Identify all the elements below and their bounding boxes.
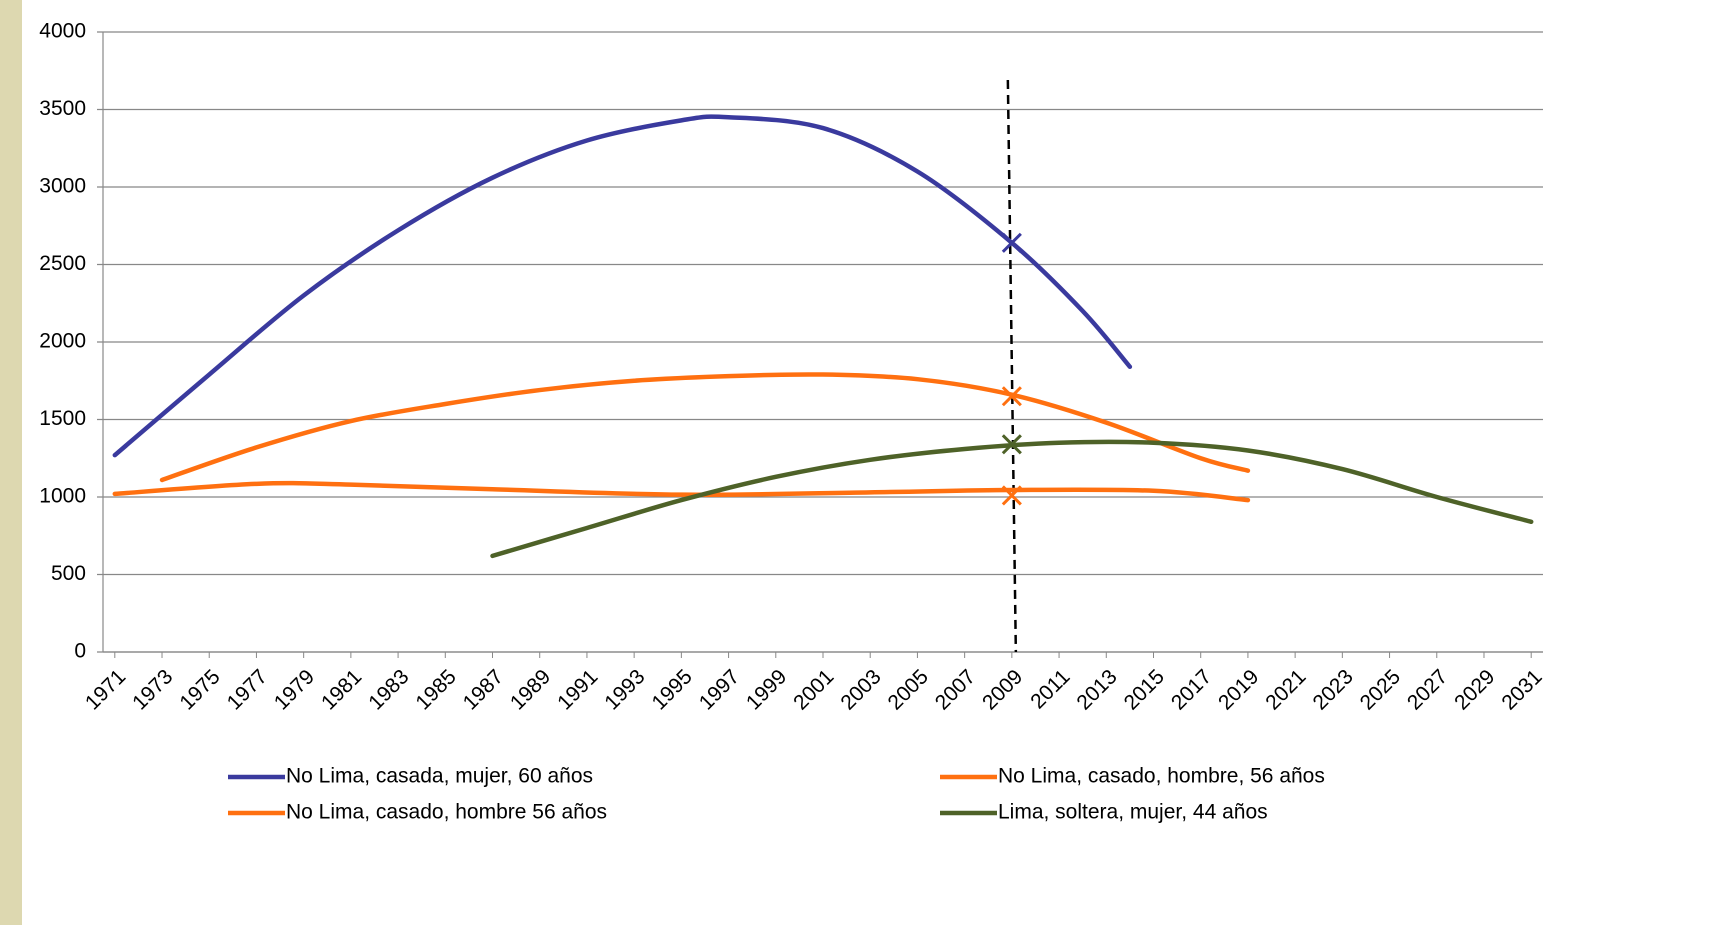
x-tick-label: 1973 bbox=[128, 665, 177, 714]
x-tick-label: 2019 bbox=[1214, 665, 1263, 714]
series-line bbox=[490, 439, 1534, 559]
legend-label: No Lima, casado, hombre, 56 años bbox=[998, 765, 1325, 788]
x-tick-label: 2027 bbox=[1403, 665, 1452, 714]
y-tick-label: 500 bbox=[51, 562, 86, 585]
legend-label: No Lima, casada, mujer, 60 años bbox=[286, 765, 593, 788]
y-tick-label: 1500 bbox=[39, 407, 86, 430]
x-tick-label: 1999 bbox=[742, 665, 791, 714]
x-tick-label: 1977 bbox=[223, 665, 272, 714]
side-strip bbox=[0, 0, 22, 925]
x-tick-label: 1993 bbox=[600, 665, 649, 714]
series-line bbox=[112, 114, 1133, 458]
x-tick-label: 1995 bbox=[648, 665, 697, 714]
x-tick-label: 2015 bbox=[1120, 665, 1169, 714]
x-tick-label: 1985 bbox=[411, 665, 460, 714]
x-tick-label: 1975 bbox=[175, 665, 224, 714]
x-tick-label: 2003 bbox=[836, 665, 885, 714]
series-line bbox=[159, 372, 1251, 483]
x-tick-label: 1979 bbox=[270, 665, 319, 714]
x-tick-label: 2031 bbox=[1497, 665, 1546, 714]
point-marker bbox=[1001, 485, 1022, 506]
x-tick-label: 2023 bbox=[1309, 665, 1358, 714]
x-tick-label: 2001 bbox=[789, 665, 838, 714]
x-tick-label: 1989 bbox=[506, 665, 555, 714]
y-tick-label: 0 bbox=[74, 640, 86, 663]
x-tick-label: 1997 bbox=[695, 665, 744, 714]
reference-line bbox=[1006, 79, 1018, 653]
x-tick-label: 1991 bbox=[553, 665, 602, 714]
y-tick-label: 4000 bbox=[39, 20, 86, 43]
y-tick-label: 1000 bbox=[39, 485, 86, 508]
y-tick-label: 3000 bbox=[39, 175, 86, 198]
x-tick-label: 1971 bbox=[81, 665, 130, 714]
x-tick-label: 2021 bbox=[1261, 665, 1310, 714]
legend-label: No Lima, casado, hombre 56 años bbox=[286, 801, 607, 824]
series-line bbox=[112, 480, 1251, 503]
point-marker bbox=[1001, 386, 1022, 407]
x-tick-label: 1983 bbox=[364, 665, 413, 714]
x-tick-label: 1981 bbox=[317, 665, 366, 714]
x-tick-label: 2007 bbox=[931, 665, 980, 714]
point-marker bbox=[1001, 232, 1022, 253]
y-tick-label: 3500 bbox=[39, 97, 86, 120]
x-tick-label: 2025 bbox=[1356, 665, 1405, 714]
x-tick-label: 2029 bbox=[1450, 665, 1499, 714]
x-tick-label: 2011 bbox=[1026, 665, 1074, 713]
x-tick-label: 2017 bbox=[1167, 665, 1216, 714]
x-tick-label: 1987 bbox=[459, 665, 508, 714]
x-tick-label: 2005 bbox=[884, 665, 933, 714]
y-tick-label: 2000 bbox=[39, 330, 86, 353]
x-tick-label: 2009 bbox=[978, 665, 1027, 714]
y-tick-label: 2500 bbox=[39, 252, 86, 275]
legend-label: Lima, soltera, mujer, 44 años bbox=[998, 801, 1268, 824]
point-marker bbox=[1001, 434, 1022, 455]
x-tick-label: 2013 bbox=[1072, 665, 1121, 714]
